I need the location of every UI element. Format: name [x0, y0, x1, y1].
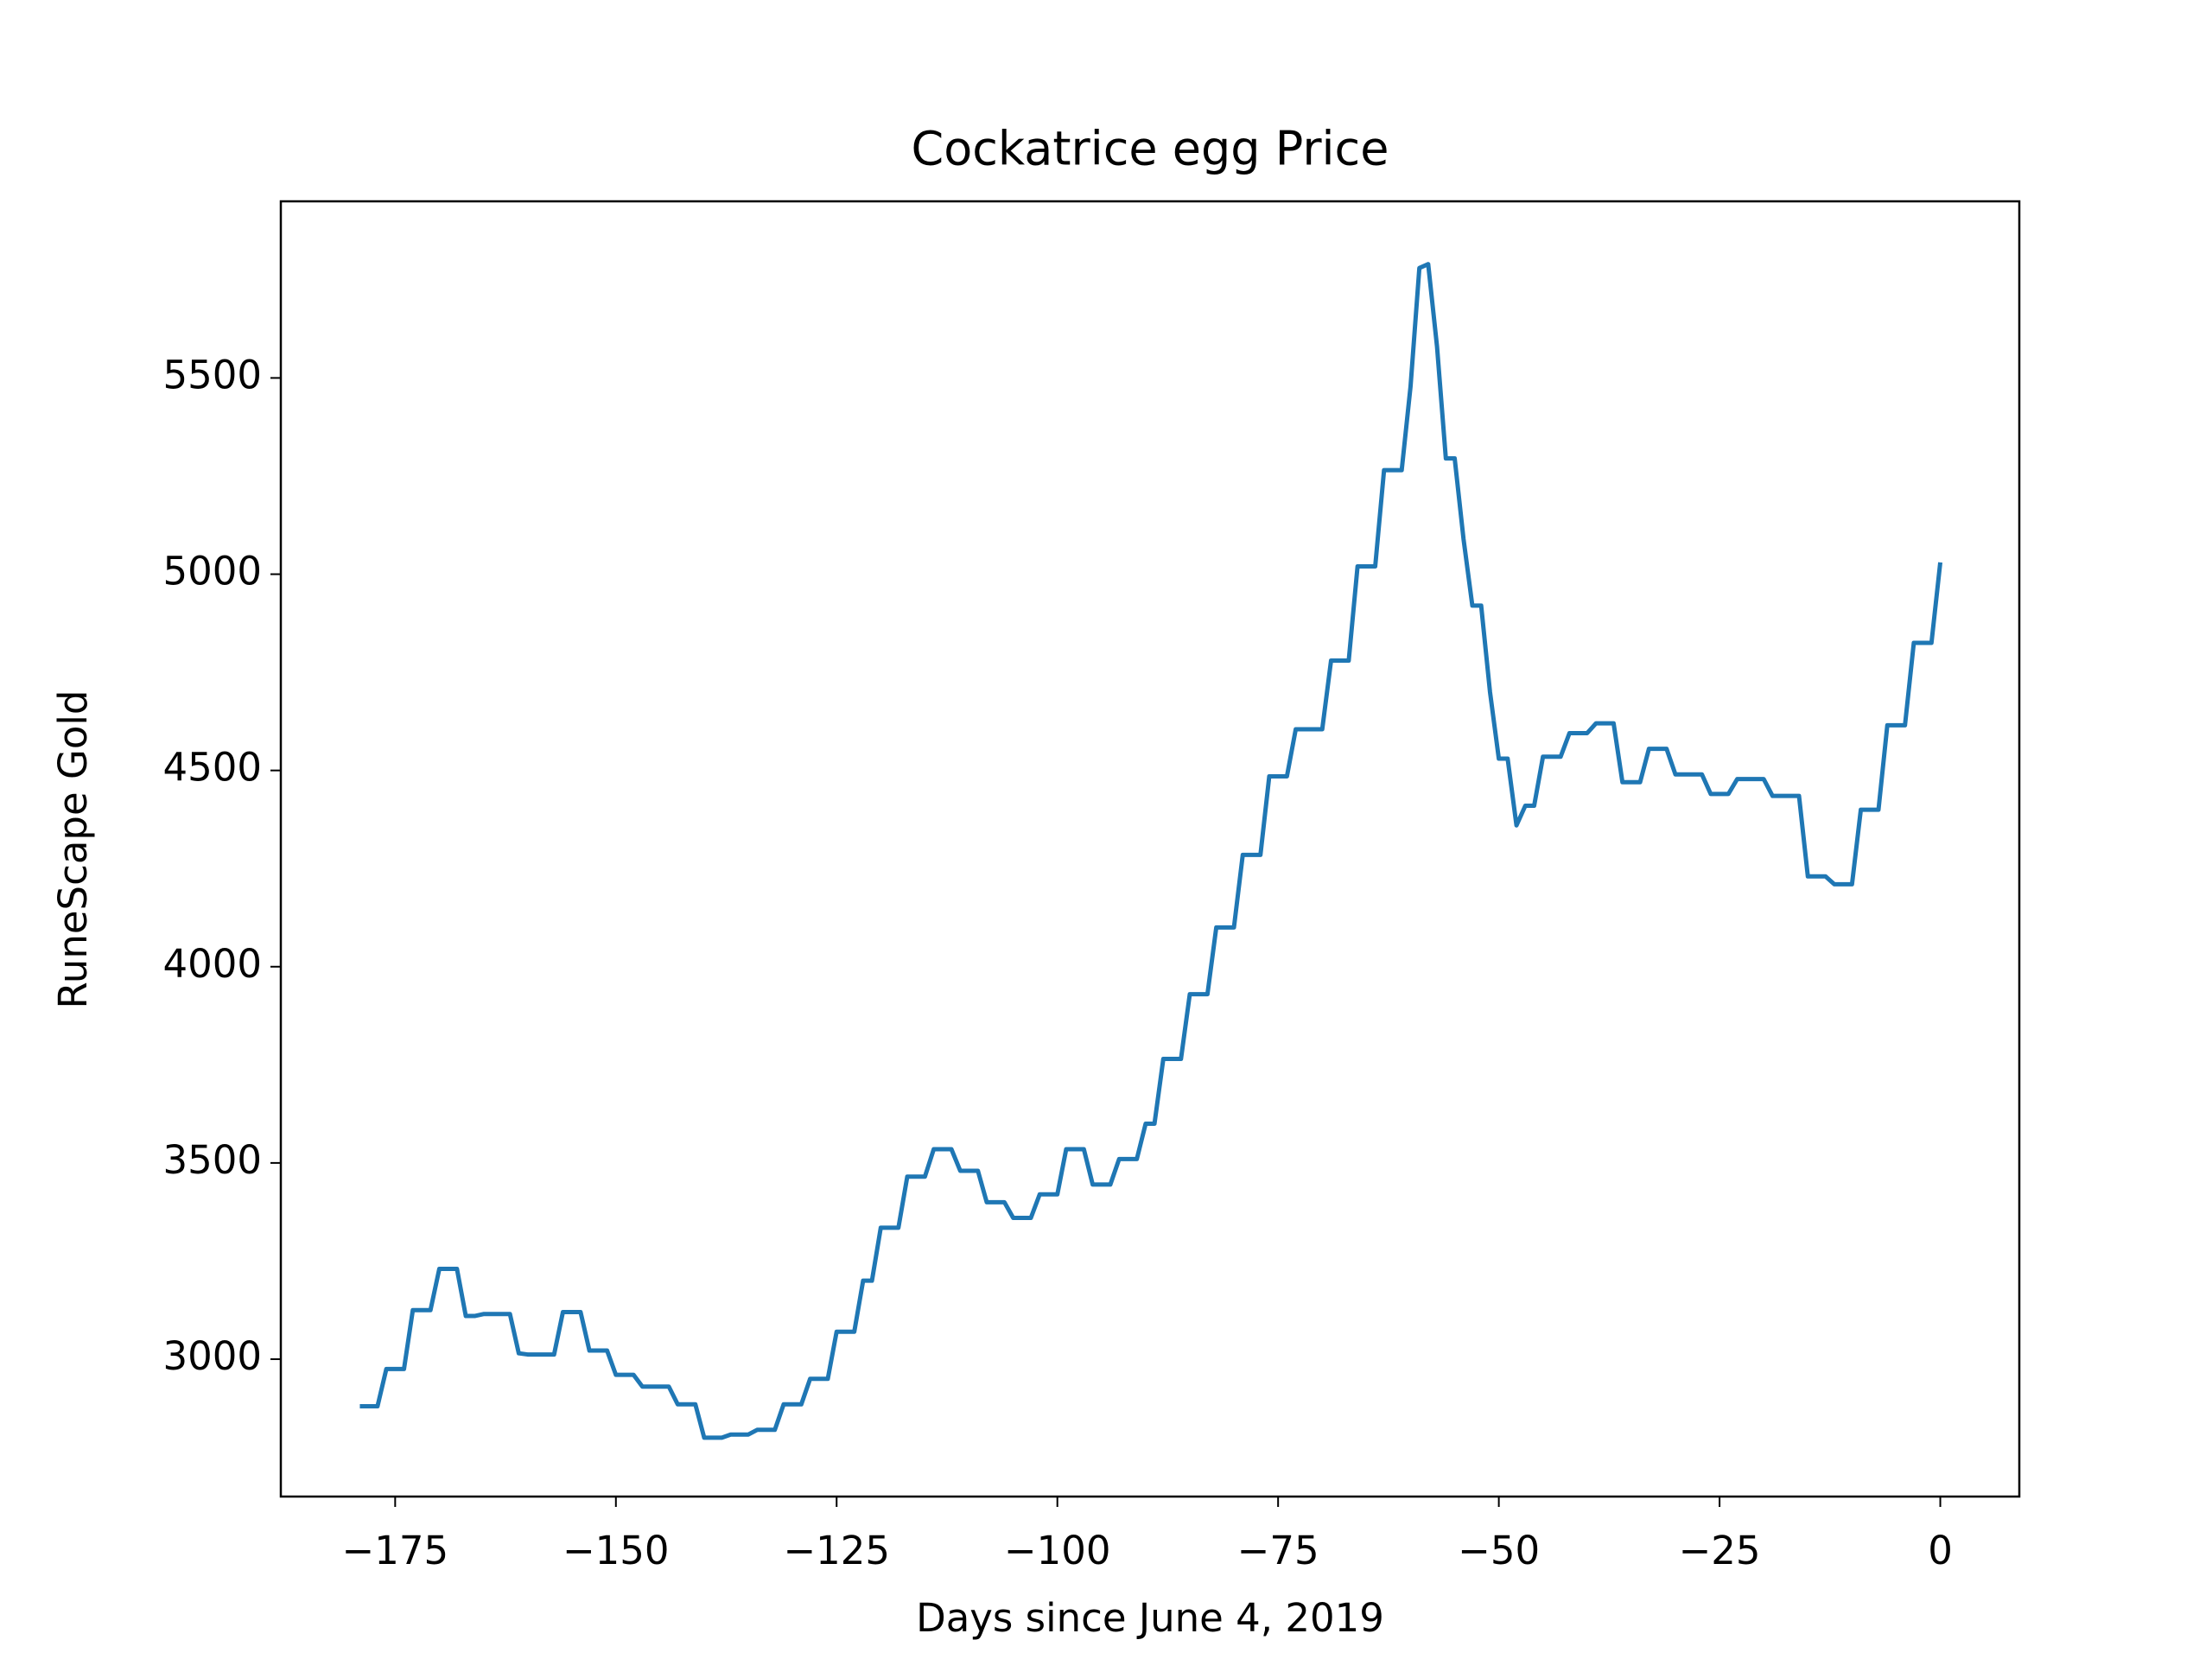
y-axis-label: RuneScape Gold — [50, 690, 96, 1009]
x-tick-label: −175 — [342, 1528, 449, 1573]
x-tick-label: −50 — [1458, 1528, 1540, 1573]
x-tick-label: −75 — [1237, 1528, 1319, 1573]
x-tick-label: −125 — [783, 1528, 890, 1573]
chart-title: Cockatrice egg Price — [912, 122, 1389, 176]
x-tick-label: 0 — [1928, 1528, 1953, 1573]
y-tick-label: 3000 — [162, 1333, 262, 1379]
y-tick-label: 5000 — [162, 549, 262, 594]
x-axis-label: Days since June 4, 2019 — [916, 1595, 1384, 1641]
x-tick-label: −100 — [1004, 1528, 1111, 1573]
y-tick-label: 3500 — [162, 1137, 262, 1183]
x-tick-label: −150 — [563, 1528, 670, 1573]
y-tick-label: 5500 — [162, 352, 262, 397]
price-line — [359, 262, 1943, 1440]
y-tick-label: 4500 — [162, 745, 262, 791]
y-tick-label: 4000 — [162, 941, 262, 987]
plot-frame — [279, 200, 2021, 1498]
x-tick-label: −25 — [1679, 1528, 1761, 1573]
